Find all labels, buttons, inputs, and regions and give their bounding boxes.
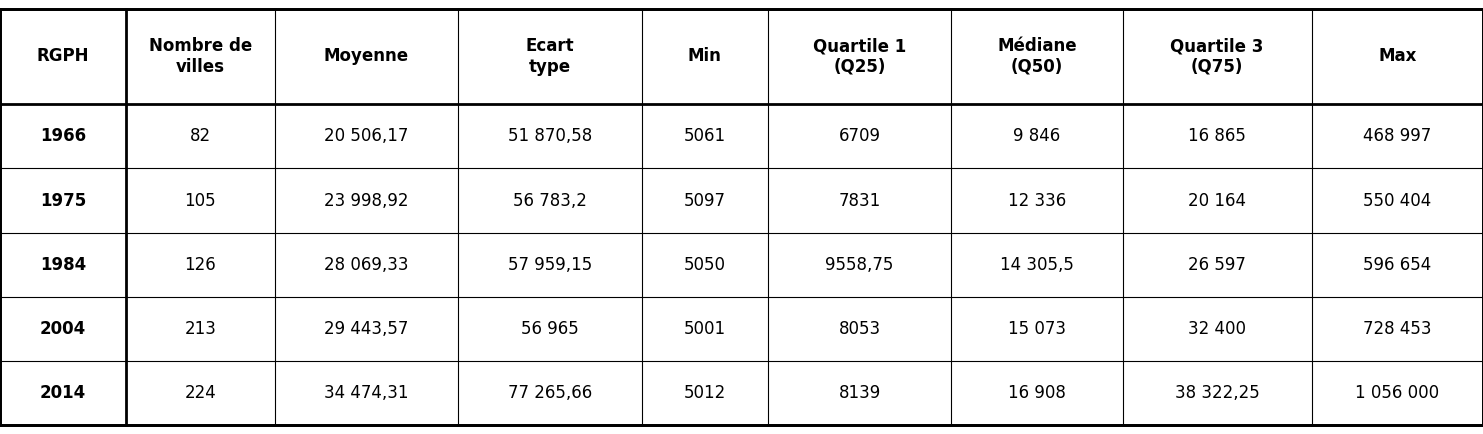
Text: 9558,75: 9558,75: [826, 256, 894, 274]
Text: 20 164: 20 164: [1188, 191, 1246, 210]
Text: Nombre de
villes: Nombre de villes: [148, 37, 252, 76]
Text: 2014: 2014: [40, 384, 86, 402]
Text: 56 783,2: 56 783,2: [513, 191, 587, 210]
Text: 28 069,33: 28 069,33: [325, 256, 409, 274]
Text: 126: 126: [184, 256, 217, 274]
Text: 32 400: 32 400: [1188, 320, 1246, 338]
Text: 77 265,66: 77 265,66: [507, 384, 592, 402]
Text: 26 597: 26 597: [1188, 256, 1246, 274]
Text: 56 965: 56 965: [521, 320, 578, 338]
Text: 15 073: 15 073: [1008, 320, 1066, 338]
Text: 5012: 5012: [684, 384, 725, 402]
Text: 20 506,17: 20 506,17: [325, 127, 408, 145]
Text: 550 404: 550 404: [1363, 191, 1431, 210]
Text: 51 870,58: 51 870,58: [507, 127, 592, 145]
Text: 224: 224: [184, 384, 217, 402]
Text: 1 056 000: 1 056 000: [1355, 384, 1440, 402]
Text: 1966: 1966: [40, 127, 86, 145]
Text: Médiane
(Q50): Médiane (Q50): [997, 37, 1077, 76]
Text: 5097: 5097: [684, 191, 725, 210]
Text: 29 443,57: 29 443,57: [325, 320, 408, 338]
Text: 8139: 8139: [838, 384, 881, 402]
Text: 16 908: 16 908: [1008, 384, 1066, 402]
Text: 5050: 5050: [684, 256, 725, 274]
Text: 16 865: 16 865: [1188, 127, 1246, 145]
Text: 596 654: 596 654: [1363, 256, 1431, 274]
Text: 1984: 1984: [40, 256, 86, 274]
Text: 9 846: 9 846: [1013, 127, 1060, 145]
Text: 38 322,25: 38 322,25: [1175, 384, 1259, 402]
Text: 468 997: 468 997: [1363, 127, 1431, 145]
Text: 34 474,31: 34 474,31: [325, 384, 409, 402]
Text: 5061: 5061: [684, 127, 725, 145]
Text: 5001: 5001: [684, 320, 725, 338]
Text: 14 305,5: 14 305,5: [1000, 256, 1074, 274]
Text: 82: 82: [190, 127, 211, 145]
Text: Max: Max: [1378, 47, 1416, 66]
Text: 12 336: 12 336: [1008, 191, 1066, 210]
Text: 57 959,15: 57 959,15: [507, 256, 592, 274]
Text: 8053: 8053: [838, 320, 881, 338]
Text: Min: Min: [688, 47, 722, 66]
Text: 105: 105: [184, 191, 217, 210]
Text: 213: 213: [184, 320, 217, 338]
Text: Quartile 1
(Q25): Quartile 1 (Q25): [813, 37, 906, 76]
Text: RGPH: RGPH: [37, 47, 89, 66]
Text: 7831: 7831: [838, 191, 881, 210]
Text: 728 453: 728 453: [1363, 320, 1431, 338]
Text: 6709: 6709: [838, 127, 881, 145]
Text: Moyenne: Moyenne: [323, 47, 409, 66]
Text: 2004: 2004: [40, 320, 86, 338]
Text: 23 998,92: 23 998,92: [325, 191, 409, 210]
Text: 1975: 1975: [40, 191, 86, 210]
Text: Quartile 3
(Q75): Quartile 3 (Q75): [1170, 37, 1264, 76]
Text: Ecart
type: Ecart type: [525, 37, 574, 76]
